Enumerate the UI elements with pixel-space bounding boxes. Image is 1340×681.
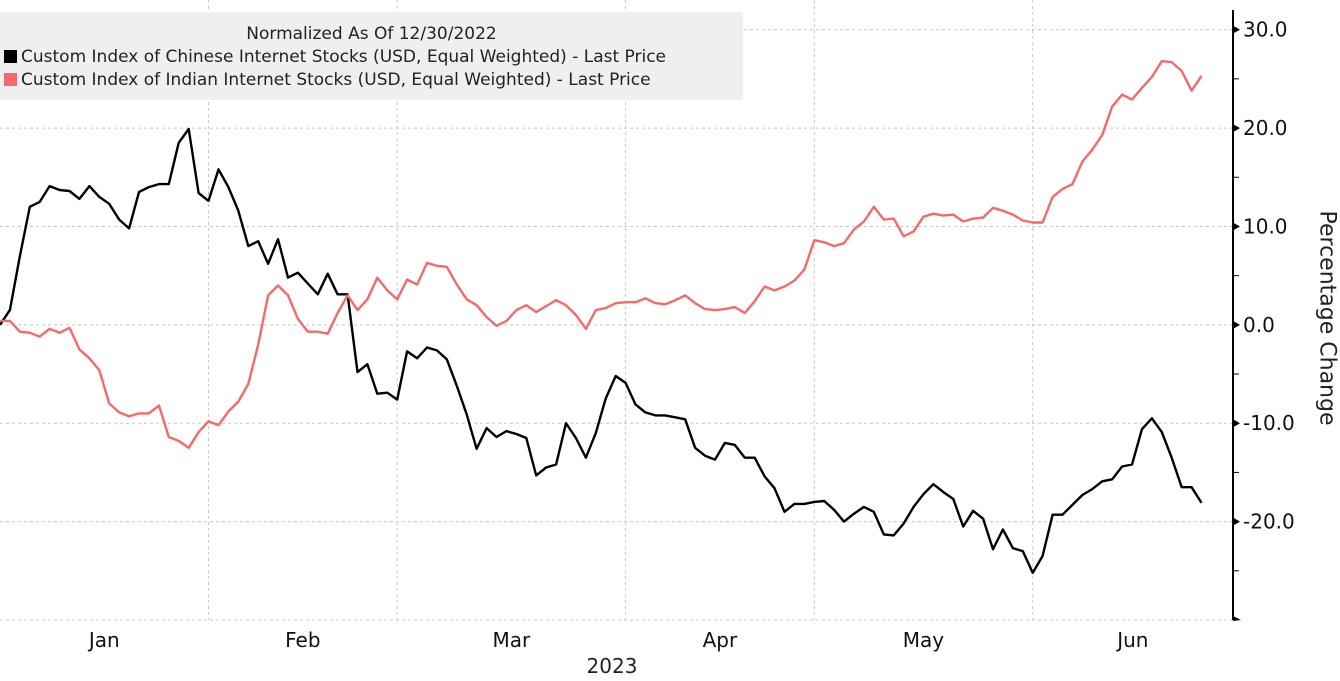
series-line-indian	[0, 60, 1203, 449]
y-major-tick	[1233, 124, 1240, 133]
y-tick-label: -20.0	[1243, 510, 1295, 534]
y-axis: 30.0 20.0 10.0 0.0 -10.0 -20.0	[1232, 10, 1295, 621]
y-major-tick	[1233, 25, 1240, 34]
y-tick-label: -10.0	[1243, 411, 1295, 435]
grid-lines	[0, 0, 1233, 621]
x-tick-label: May	[903, 628, 945, 652]
series-lines	[0, 60, 1203, 574]
y-major-tick	[1233, 222, 1240, 231]
y-axis-end-tick	[1233, 616, 1241, 621]
x-tick-label: Apr	[703, 628, 738, 652]
legend-label: Custom Index of Indian Internet Stocks (…	[21, 70, 651, 90]
x-axis: Jan Feb Mar Apr May Jun	[87, 628, 1149, 652]
y-major-tick	[1233, 419, 1240, 428]
legend: Normalized As Of 12/30/2022 Custom Index…	[0, 12, 743, 100]
legend-title: Normalized As Of 12/30/2022	[246, 24, 497, 44]
y-tick-label: 30.0	[1243, 18, 1288, 42]
legend-label: Custom Index of Chinese Internet Stocks …	[21, 47, 667, 67]
x-tick-label: Feb	[285, 628, 320, 652]
legend-swatch-black	[4, 50, 17, 63]
legend-item-chinese: Custom Index of Chinese Internet Stocks …	[4, 47, 666, 67]
y-tick-label: 20.0	[1243, 116, 1288, 140]
y-axis-label: Percentage Change	[1314, 210, 1340, 426]
series-line-chinese	[0, 127, 1203, 574]
y-tick-label: 0.0	[1243, 313, 1275, 337]
y-tick-label: 10.0	[1243, 214, 1288, 238]
x-axis-year-label: 2023	[586, 654, 638, 678]
x-tick-label: Jan	[87, 628, 120, 652]
x-tick-label: Jun	[1115, 628, 1148, 652]
y-major-tick	[1233, 517, 1240, 526]
legend-item-indian: Custom Index of Indian Internet Stocks (…	[4, 70, 651, 90]
x-tick-label: Mar	[493, 628, 532, 652]
y-major-tick	[1233, 320, 1240, 329]
legend-swatch-red	[4, 73, 17, 86]
